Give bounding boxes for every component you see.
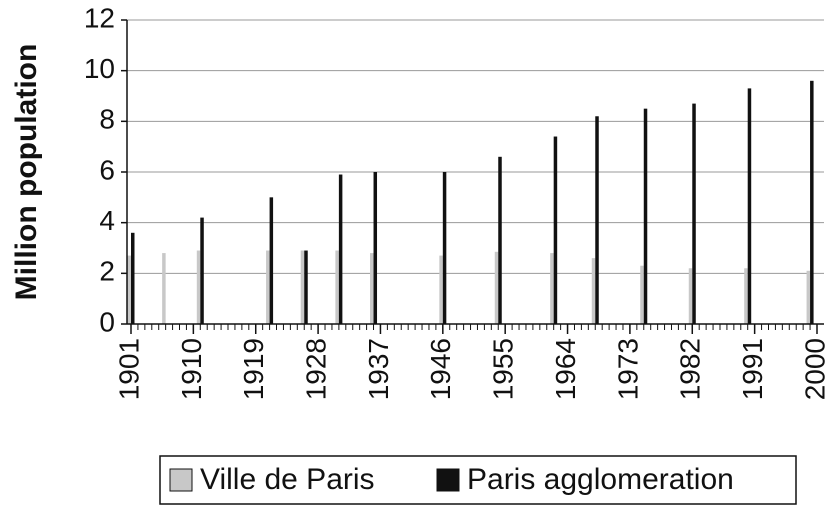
x-tick-label: 1928: [300, 338, 331, 400]
legend-label: Paris agglomeration: [467, 463, 734, 496]
bar: [162, 253, 166, 324]
bar: [200, 217, 204, 324]
bar: [131, 232, 135, 324]
bar: [810, 80, 814, 324]
x-tick-label: 1919: [238, 338, 269, 400]
x-tick-label: 1991: [737, 338, 768, 400]
x-tick-label: 1973: [612, 338, 643, 400]
y-tick-label: 0: [99, 306, 115, 337]
x-tick-label: 1937: [363, 338, 394, 400]
legend-swatch: [169, 468, 193, 492]
bar: [692, 103, 696, 324]
bar: [553, 136, 558, 324]
bar: [688, 268, 693, 324]
bar: [127, 255, 131, 324]
bar: [266, 250, 270, 324]
legend-label: Ville de Paris: [200, 463, 375, 496]
y-tick-label: 4: [99, 205, 115, 236]
bar: [806, 270, 811, 324]
bar: [747, 88, 752, 325]
x-tick-label: 1964: [550, 338, 581, 400]
y-tick-label: 12: [84, 2, 115, 33]
x-tick-label: 1982: [675, 338, 706, 400]
legend-swatch: [436, 468, 460, 492]
bar: [591, 258, 596, 324]
y-tick-label: 2: [99, 256, 115, 287]
bar: [643, 108, 648, 325]
bar: [439, 255, 443, 324]
bar: [595, 116, 599, 325]
legend-box: [159, 455, 797, 505]
bar: [196, 250, 201, 324]
x-tick-label: 1955: [488, 338, 519, 400]
y-tick-label: 10: [84, 53, 115, 84]
bar: [498, 156, 502, 324]
bar: [550, 253, 554, 324]
x-tick-label: 1946: [425, 338, 456, 400]
bar: [744, 268, 748, 324]
bar: [269, 197, 274, 324]
bar: [494, 251, 499, 324]
y-tick-label: 8: [99, 104, 115, 135]
x-tick-label: 2000: [799, 338, 830, 400]
bar: [304, 250, 308, 324]
bar: [335, 250, 339, 324]
x-tick-label: 1901: [113, 338, 144, 400]
y-tick-label: 6: [99, 154, 115, 185]
bar: [373, 172, 378, 324]
bar: [338, 174, 343, 324]
bar: [300, 250, 305, 324]
bar: [640, 265, 644, 324]
bar: [370, 253, 374, 324]
y-axis-label: Million population: [10, 44, 43, 301]
x-tick-label: 1910: [176, 338, 207, 400]
bar: [442, 172, 447, 324]
